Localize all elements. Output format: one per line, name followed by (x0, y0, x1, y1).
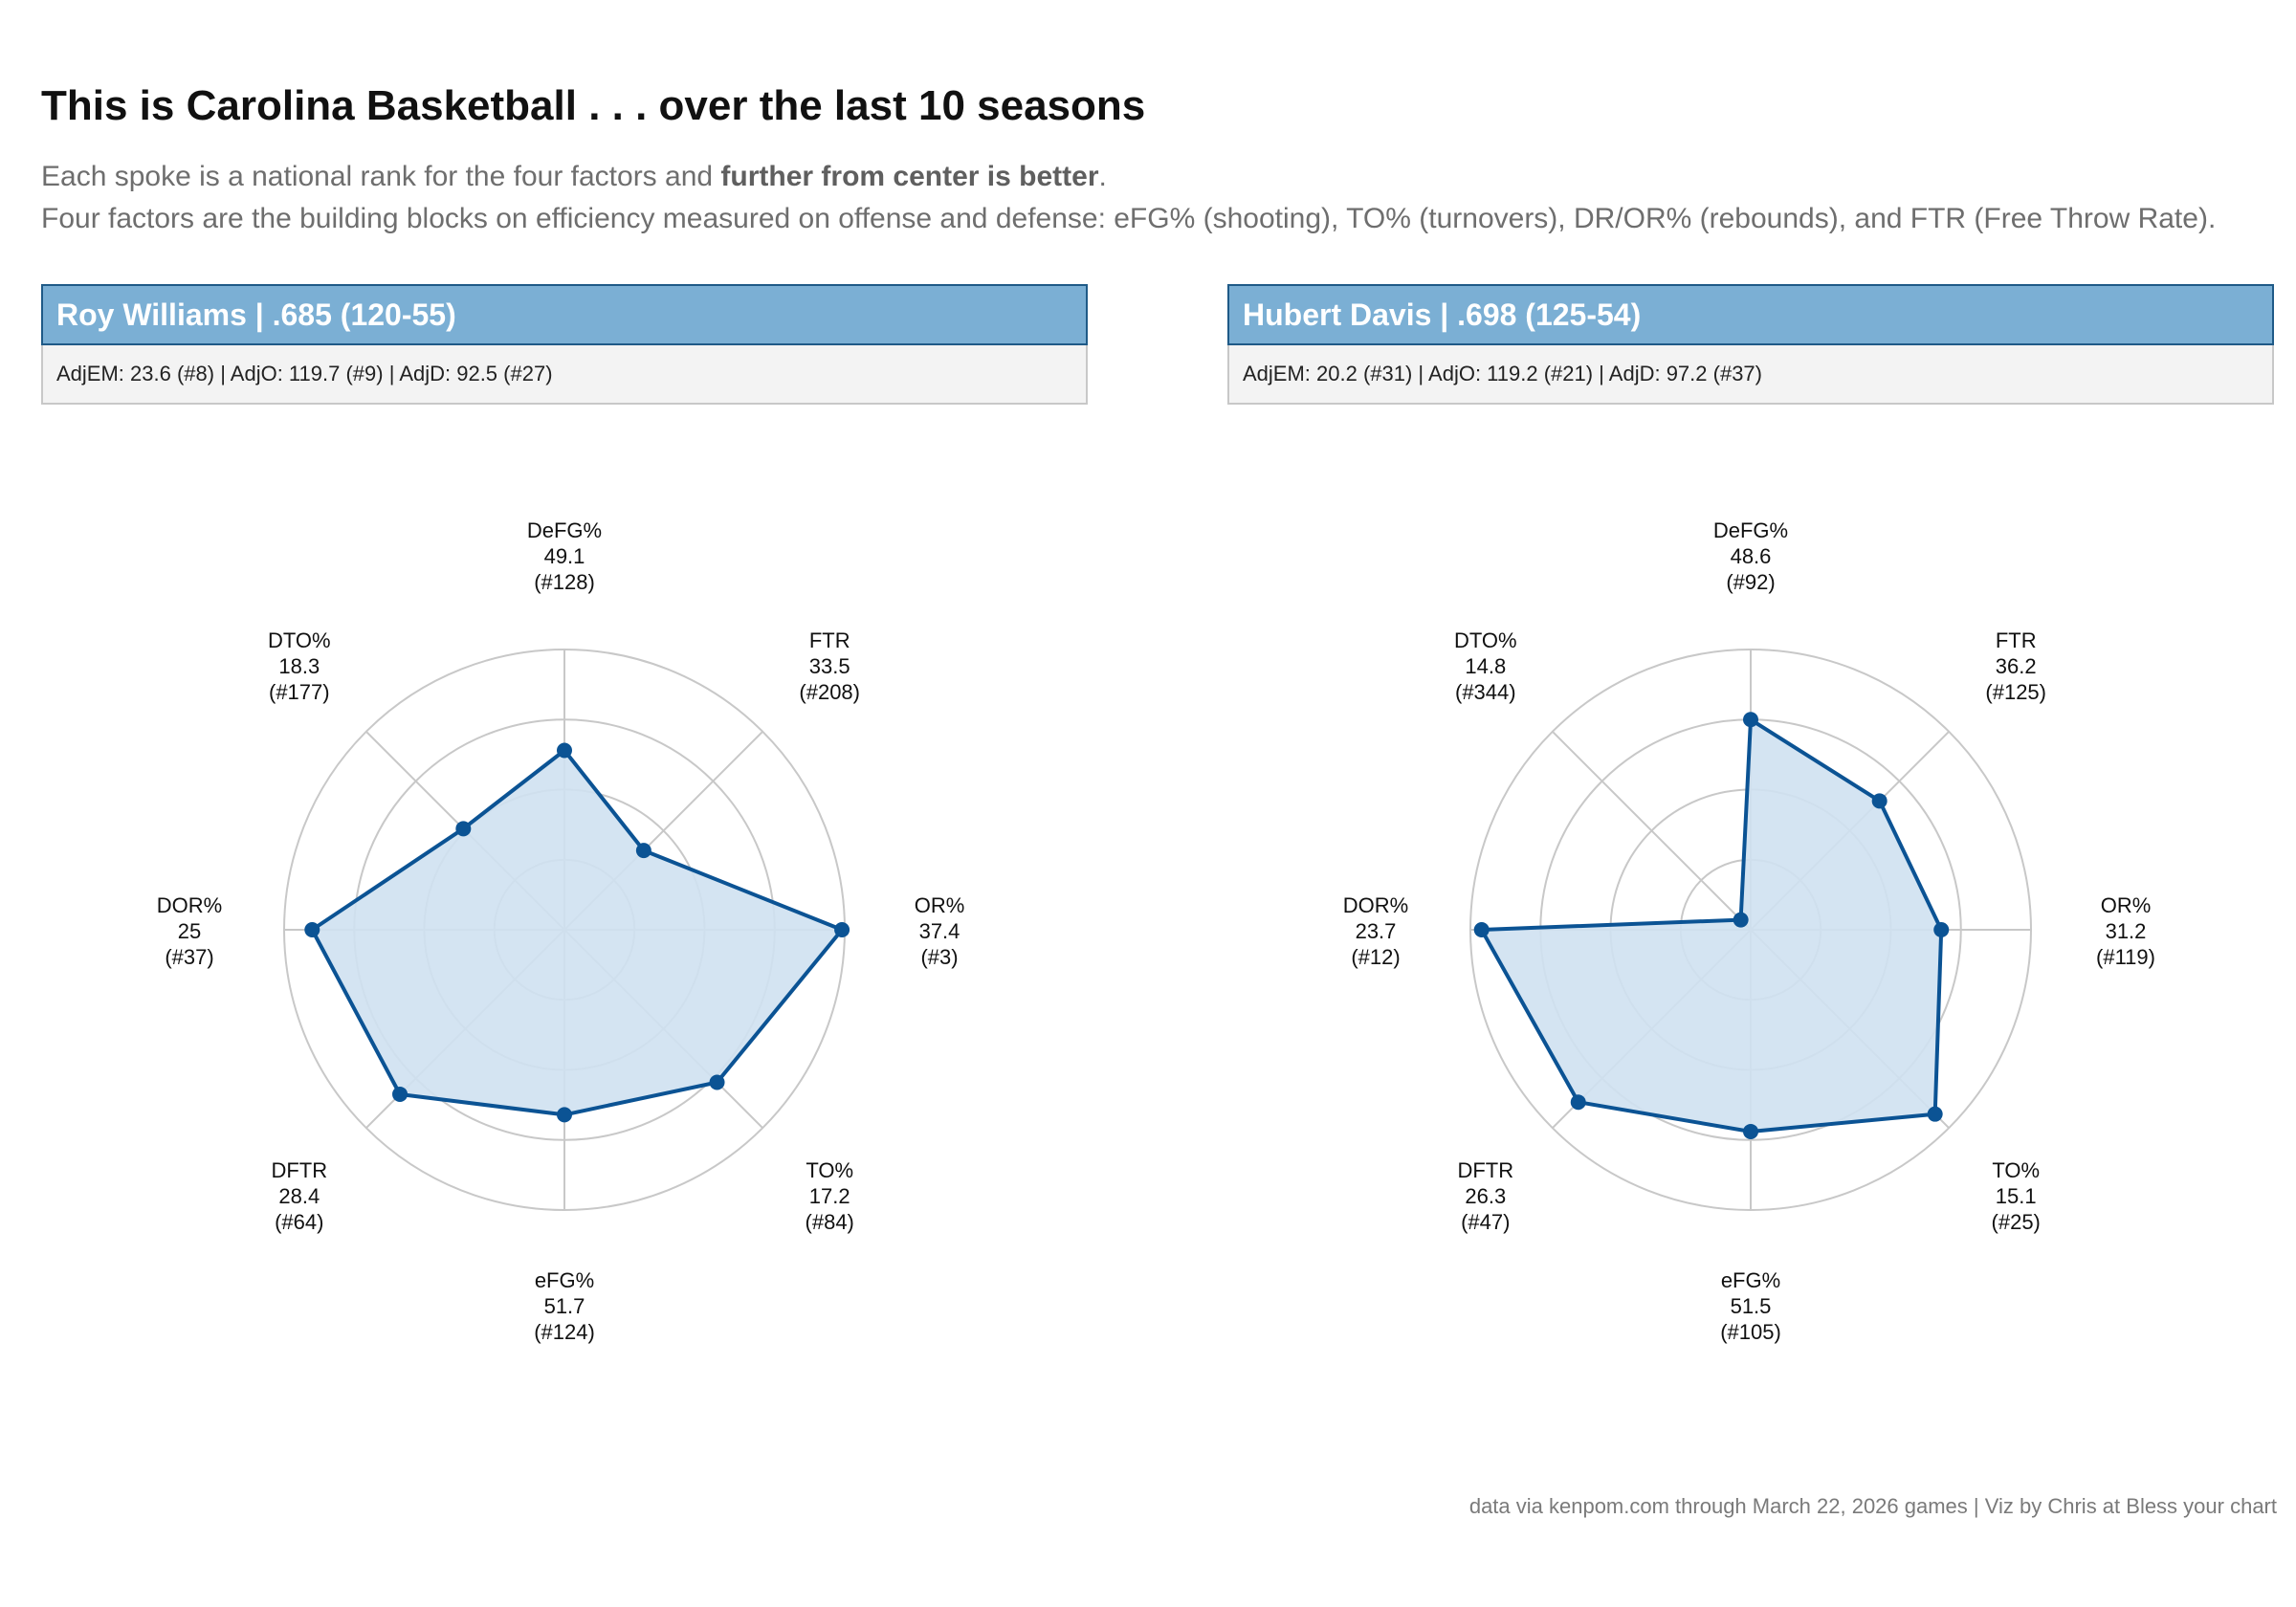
axis-rank: (#47) (1461, 1210, 1510, 1234)
axis-name: DTO% (1454, 628, 1517, 652)
axis-label-to-pct: TO% 17.2 (#84) (806, 1158, 854, 1234)
axis-name: eFG% (1721, 1268, 1780, 1292)
axis-label-efg-pct: eFG% 51.7 (#124) (534, 1268, 595, 1344)
axis-value: 26.3 (1465, 1184, 1506, 1208)
axis-name: DOR% (157, 893, 222, 917)
axis-label-to-pct: TO% 15.1 (#25) (1992, 1158, 2041, 1234)
coach-header-hubert-davis: Hubert Davis | .698 (125-54) (1227, 284, 2274, 345)
axis-name: TO% (1992, 1158, 2040, 1182)
radar-svg-hubert-davis: DeFG% 48.6 (#92) FTR 36.2 (#125) OR% 31.2 (#119)… (1343, 518, 2155, 1344)
axis-label-dto-pct: DTO% 14.8 (#344) (1454, 628, 1517, 704)
axis-rank: (#25) (1992, 1210, 2041, 1234)
subtitle-emphasis: further from center is better (720, 161, 1099, 192)
axis-rank: (#208) (799, 680, 860, 704)
axis-rank: (#344) (1455, 680, 1516, 704)
axis-value: 28.4 (278, 1184, 320, 1208)
radar-series-area (1479, 717, 1944, 1134)
axis-value: 31.2 (2106, 919, 2147, 943)
axis-rank: (#105) (1720, 1320, 1781, 1344)
axis-rank: (#3) (920, 945, 958, 969)
subtitle-line-2: Four factors are the building blocks on … (41, 203, 2217, 234)
data-point-dto-pct (1733, 912, 1749, 928)
axis-name: eFG% (535, 1268, 594, 1292)
axis-value: 51.7 (544, 1294, 585, 1318)
radar-chart-roy-williams: DeFG% 49.1 (#128) FTR 33.5 (#208) OR% 37.4 (#3) T… (38, 440, 1091, 1416)
page-title: This is Carolina Basketball . . . over t… (41, 82, 1146, 129)
data-point-ftr (1871, 793, 1888, 809)
axis-value: 36.2 (1996, 654, 2037, 678)
axis-value: 17.2 (809, 1184, 850, 1208)
axis-rank: (#64) (275, 1210, 323, 1234)
axis-name: DFTR (1457, 1158, 1513, 1182)
axis-value: 33.5 (809, 654, 850, 678)
axis-rank: (#119) (2096, 945, 2155, 969)
axis-value: 25 (178, 919, 201, 943)
data-point-to-pct (709, 1074, 725, 1090)
data-point-ftr (635, 843, 651, 859)
axis-label-defg-pct: DeFG% 49.1 (#128) (527, 518, 602, 594)
axis-value: 18.3 (278, 654, 320, 678)
axis-name: DFTR (271, 1158, 327, 1182)
axis-rank: (#12) (1351, 945, 1400, 969)
axis-rank: (#84) (806, 1210, 854, 1234)
axis-value: 48.6 (1731, 544, 1772, 568)
data-point-defg-pct (557, 742, 572, 759)
radar-chart-hubert-davis: DeFG% 48.6 (#92) FTR 36.2 (#125) OR% 31.2 (#119)… (1225, 440, 2277, 1416)
axis-rank: (#125) (1985, 680, 2046, 704)
axis-name: DOR% (1343, 893, 1408, 917)
subtitle-line-1: Each spoke is a national rank for the fo… (41, 161, 1107, 193)
axis-label-efg-pct: eFG% 51.5 (#105) (1720, 1268, 1781, 1344)
axis-rank: (#177) (269, 680, 330, 704)
coach-stats-hubert-davis: AdjEM: 20.2 (#31) | AdjO: 119.2 (#21) | … (1227, 345, 2274, 405)
radar-svg-roy-williams: DeFG% 49.1 (#128) FTR 33.5 (#208) OR% 37.4 (#3) T… (157, 518, 965, 1344)
axis-label-defg-pct: DeFG% 48.6 (#92) (1713, 518, 1788, 594)
axis-value: 14.8 (1465, 654, 1506, 678)
data-point-efg-pct (557, 1107, 572, 1123)
axis-label-ftr: FTR 33.5 (#208) (799, 628, 860, 704)
data-point-efg-pct (1743, 1123, 1758, 1139)
data-point-dftr (1570, 1094, 1586, 1111)
axis-name: OR% (2101, 893, 2152, 917)
axis-value: 23.7 (1356, 919, 1397, 943)
spoke-dto-pct (1552, 731, 1752, 931)
axis-label-dftr: DFTR 26.3 (#47) (1457, 1158, 1513, 1234)
axis-value: 51.5 (1731, 1294, 1772, 1318)
axis-value: 49.1 (544, 544, 585, 568)
axis-label-dor-pct: DOR% 25 (#37) (157, 893, 222, 969)
subtitle-text: Each spoke is a national rank for the fo… (41, 161, 721, 192)
data-point-to-pct (1927, 1106, 1943, 1122)
axis-name: OR% (915, 893, 965, 917)
axis-name: DeFG% (1713, 518, 1788, 542)
axis-rank: (#124) (534, 1320, 595, 1344)
axis-label-or-pct: OR% 31.2 (#119) (2096, 893, 2155, 969)
axis-name: FTR (1996, 628, 2037, 652)
axis-name: FTR (809, 628, 850, 652)
axis-label-dftr: DFTR 28.4 (#64) (271, 1158, 327, 1234)
data-point-dor-pct (1473, 922, 1490, 937)
data-point-dftr (392, 1086, 408, 1102)
data-point-or-pct (1933, 922, 1950, 937)
data-point-dto-pct (455, 821, 472, 837)
data-point-dor-pct (304, 922, 320, 937)
axis-value: 15.1 (1996, 1184, 2037, 1208)
subtitle-period: . (1098, 161, 1107, 192)
axis-rank: (#37) (165, 945, 213, 969)
axis-rank: (#128) (534, 570, 595, 594)
axis-label-or-pct: OR% 37.4 (#3) (915, 893, 965, 969)
axis-name: DTO% (268, 628, 331, 652)
axis-rank: (#92) (1726, 570, 1775, 594)
data-point-or-pct (834, 922, 850, 937)
axis-name: DeFG% (527, 518, 602, 542)
source-caption: data via kenpom.com through March 22, 20… (1468, 1494, 2277, 1518)
axis-label-ftr: FTR 36.2 (#125) (1985, 628, 2046, 704)
axis-value: 37.4 (919, 919, 960, 943)
radar-series-area (310, 748, 845, 1117)
axis-name: TO% (806, 1158, 853, 1182)
coach-header-roy-williams: Roy Williams | .685 (120-55) (41, 284, 1088, 345)
axis-label-dto-pct: DTO% 18.3 (#177) (268, 628, 331, 704)
axis-label-dor-pct: DOR% 23.7 (#12) (1343, 893, 1408, 969)
data-point-defg-pct (1743, 712, 1758, 728)
coach-stats-roy-williams: AdjEM: 23.6 (#8) | AdjO: 119.7 (#9) | Ad… (41, 345, 1088, 405)
